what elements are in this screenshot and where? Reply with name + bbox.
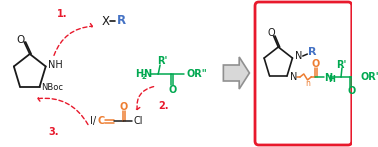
- Text: R': R': [336, 60, 346, 70]
- Text: O: O: [347, 86, 355, 96]
- Text: N: N: [324, 73, 332, 83]
- Text: n: n: [305, 79, 310, 88]
- Text: OR": OR": [187, 69, 208, 79]
- Text: 2.: 2.: [158, 101, 169, 111]
- Text: O: O: [312, 59, 320, 69]
- Text: O: O: [16, 35, 25, 45]
- Text: NBoc: NBoc: [41, 83, 63, 92]
- Text: 2: 2: [141, 74, 146, 80]
- Text: OR": OR": [361, 72, 378, 82]
- Text: I/: I/: [90, 116, 96, 126]
- Text: R': R': [157, 56, 167, 66]
- Polygon shape: [223, 57, 249, 89]
- Text: R: R: [308, 47, 316, 57]
- Text: NH: NH: [48, 60, 62, 70]
- Text: O: O: [168, 85, 176, 95]
- Text: O: O: [120, 102, 128, 112]
- Text: N: N: [143, 69, 151, 79]
- Text: 3.: 3.: [49, 127, 59, 137]
- Text: R: R: [116, 14, 125, 26]
- Text: 1.: 1.: [57, 9, 68, 19]
- Text: X: X: [101, 15, 109, 27]
- Text: N: N: [290, 72, 297, 82]
- Text: O: O: [267, 28, 275, 38]
- FancyBboxPatch shape: [255, 2, 352, 145]
- Text: H: H: [328, 75, 335, 84]
- Text: H: H: [136, 69, 144, 79]
- Text: N: N: [295, 51, 303, 61]
- Text: C: C: [98, 116, 105, 126]
- Text: Cl: Cl: [134, 116, 143, 126]
